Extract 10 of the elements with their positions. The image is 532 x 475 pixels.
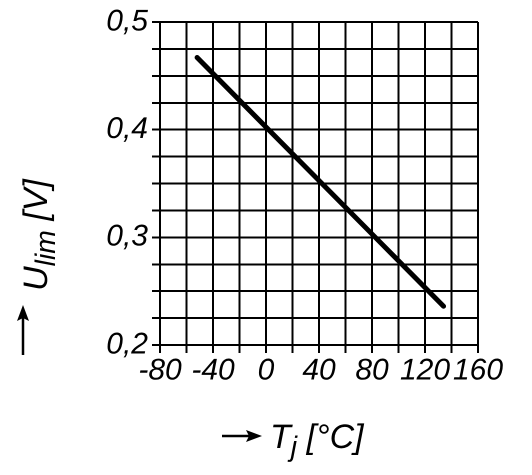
x-tick-label: 120	[400, 353, 450, 386]
x-axis-title: T$_{j}$ [°C]	[270, 418, 364, 464]
x-tick-label: 0	[258, 353, 275, 386]
x-tick-label: 40	[302, 353, 336, 386]
x-tick-label: 80	[355, 353, 389, 386]
y-tick-label: 0,4	[106, 112, 148, 146]
y-tick-label: 0,3	[106, 220, 148, 253]
y-tick-label: 0,5	[106, 4, 148, 38]
x-tick-label: 160	[452, 353, 504, 386]
x-tick-label: -40	[191, 353, 235, 386]
